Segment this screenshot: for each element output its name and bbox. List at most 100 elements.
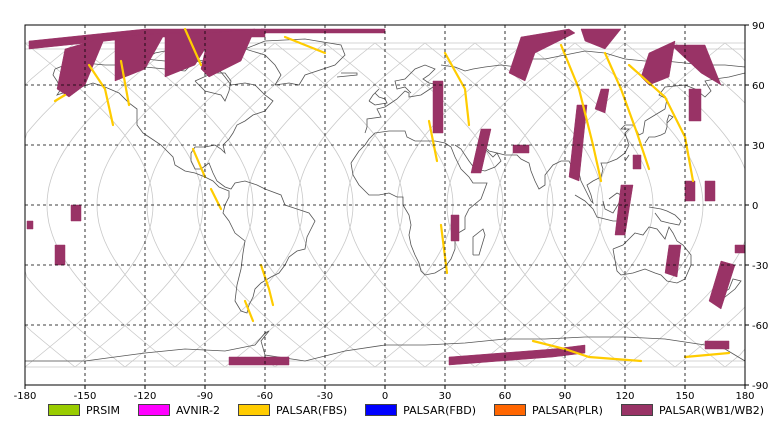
fbs-swath	[427, 119, 439, 163]
wb-swath	[614, 184, 634, 236]
legend-label: AVNIR-2	[176, 403, 220, 417]
palsar-fbs-swaths	[53, 27, 731, 363]
wb-swath	[664, 244, 682, 278]
coastline	[336, 72, 358, 78]
fbs-swath	[259, 263, 275, 307]
wb-swath	[568, 104, 588, 182]
legend-swatch	[494, 404, 527, 416]
x-tick-label: -120	[134, 391, 157, 400]
wb-swath	[512, 144, 530, 154]
fbs-swath	[119, 59, 131, 107]
wb-swath	[594, 88, 610, 114]
x-tick-label: -60	[257, 391, 273, 400]
wb-swath	[580, 28, 622, 50]
legend-swatch	[237, 404, 270, 416]
x-tick-label: 180	[735, 391, 754, 400]
palsar-wb-swaths	[26, 28, 746, 366]
orbit-track	[224, 42, 354, 368]
legend-label: PALSAR(FBD)	[403, 403, 477, 417]
legend-item: PALSAR(FBD)	[365, 404, 476, 417]
legend-swatch	[48, 404, 80, 416]
fbs-swath	[283, 35, 327, 55]
axis-tick-labels: -180 -150 -120 -90 -60 -30 0 30 60 90 120 150 180 90 6…	[14, 21, 769, 402]
coastline	[368, 88, 388, 106]
wb-swath	[640, 40, 676, 86]
wb-swath	[708, 260, 736, 310]
y-tick-label: -60	[752, 321, 768, 332]
coastline	[350, 130, 488, 276]
fbs-swath	[87, 63, 115, 127]
legend-item: AVNIR-2	[138, 404, 220, 417]
fbs-swath	[603, 51, 651, 171]
legend-item: PRSIM	[48, 404, 120, 417]
x-tick-label: 0	[382, 391, 388, 400]
x-tick-label: -30	[317, 391, 333, 400]
y-tick-label: 60	[752, 81, 765, 92]
legend-label: PALSAR(FBS)	[275, 403, 348, 417]
x-tick-label: 30	[439, 391, 452, 400]
coastline	[25, 330, 746, 362]
wb-swath	[508, 28, 576, 82]
legend-item: PALSAR(FBS)	[237, 403, 348, 417]
coastline	[574, 194, 619, 222]
coastline	[612, 226, 692, 284]
y-tick-label: 0	[752, 201, 758, 212]
legend-swatch	[365, 404, 398, 416]
x-tick-label: -180	[14, 391, 37, 400]
wb-swath	[70, 204, 82, 222]
fbs-swath	[683, 351, 731, 359]
wb-swath	[688, 88, 702, 122]
x-tick-label: 120	[615, 391, 634, 400]
fbs-swath	[183, 27, 203, 67]
x-tick-label: -150	[74, 391, 97, 400]
wb-swath	[448, 344, 586, 366]
orbit-track	[524, 42, 654, 368]
legend-swatch	[138, 404, 170, 416]
orbit-track	[496, 42, 626, 368]
fbs-swath	[53, 93, 67, 103]
wb-swath	[164, 32, 216, 78]
wb-swath	[684, 180, 696, 202]
legend-label: PALSAR(PLR)	[532, 403, 603, 417]
wb-swath	[704, 340, 730, 350]
coastline	[624, 154, 630, 162]
legend-label: PRSIM	[86, 403, 120, 417]
fbs-swath	[443, 51, 471, 127]
coastline	[472, 228, 486, 256]
orbit-track	[74, 42, 204, 368]
wb-swath	[26, 220, 34, 230]
legend-item: PALSAR(PLR)	[494, 404, 603, 417]
orbit-track	[46, 42, 176, 368]
map-area: -180 -150 -120 -90 -60 -30 0 30 60 90 120 150 180 90 6…	[14, 21, 769, 402]
y-tick-label: -90	[752, 381, 768, 392]
coastline	[648, 206, 682, 226]
wb-swath	[734, 244, 746, 254]
coastline	[243, 38, 346, 86]
legend-item: PALSAR(WB1/WB2)	[620, 403, 765, 417]
coverage-map: -180 -150 -120 -90 -60 -30 0 30 60 90 120 150 180 90 6…	[14, 21, 769, 402]
legend-label: PALSAR(WB1/WB2)	[658, 403, 765, 417]
x-tick-label: 60	[499, 391, 512, 400]
wb-swath	[260, 28, 386, 34]
wb-swath	[632, 154, 642, 170]
wb-swath	[470, 128, 492, 174]
grid-lines	[24, 24, 746, 386]
wb-swath	[54, 244, 66, 266]
wb-swath	[450, 214, 460, 242]
fbs-swath	[559, 43, 603, 183]
fbs-swath	[243, 299, 255, 323]
wb-swath	[56, 36, 106, 98]
y-tick-label: 90	[752, 21, 765, 32]
fbs-swath	[191, 147, 207, 179]
wb-swath	[432, 80, 444, 134]
y-tick-label: -30	[752, 261, 768, 272]
fbs-swath	[209, 187, 223, 211]
y-tick-label: 30	[752, 141, 765, 152]
x-tick-label: -90	[197, 391, 213, 400]
wb-swath	[200, 28, 256, 78]
x-tick-label: 90	[559, 391, 572, 400]
fbs-swath	[627, 63, 695, 183]
fbs-swath	[531, 339, 643, 363]
legend: PRSIM AVNIR-2 PALSAR(FBS) PALSAR(FBD) PALSAR…	[48, 402, 770, 418]
wb-swath	[228, 356, 290, 366]
